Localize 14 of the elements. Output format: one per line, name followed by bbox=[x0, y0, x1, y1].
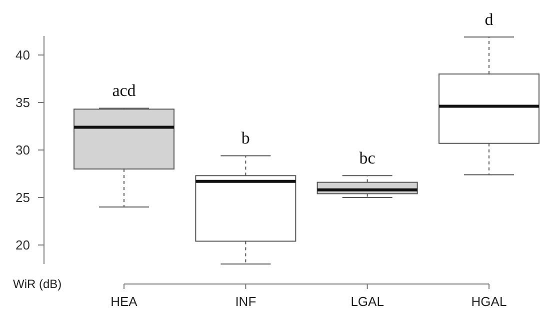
annotation: bc bbox=[359, 148, 376, 168]
y-tick-label: 25 bbox=[16, 190, 30, 206]
y-axis-title: WiR (dB) bbox=[13, 277, 62, 291]
text: d bbox=[484, 10, 494, 29]
y-tick-label: 35 bbox=[16, 95, 30, 110]
x-tick-label: HEA bbox=[110, 294, 138, 309]
annotation: b bbox=[241, 128, 250, 148]
y-tick-label: 40 bbox=[16, 48, 30, 63]
annotation: acd bbox=[112, 81, 136, 100]
y-tick-label: 20 bbox=[16, 238, 30, 253]
x-tick-label: LGAL bbox=[350, 294, 384, 309]
x-tick-label: HGAL bbox=[471, 294, 507, 309]
y-tick-label: 30 bbox=[16, 142, 30, 158]
x-tick-label: INF bbox=[235, 294, 256, 309]
